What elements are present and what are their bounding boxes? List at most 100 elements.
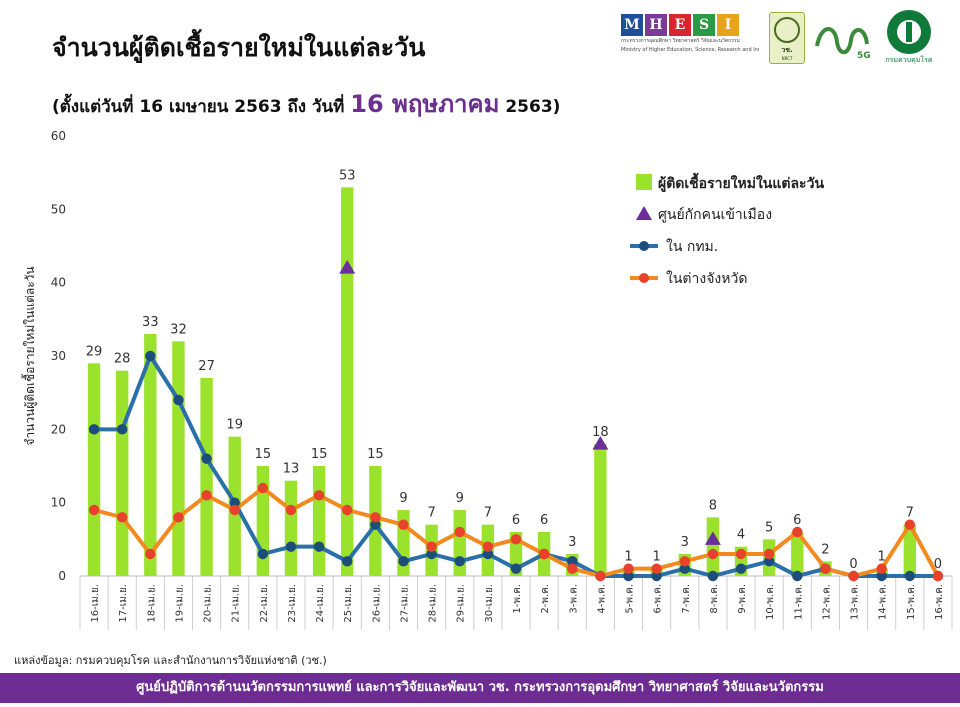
nrct-logo: วช. NRCT — [769, 12, 805, 64]
bar — [594, 444, 607, 576]
bar-data-label: 3 — [568, 535, 576, 550]
mhesi-ministry-thai: กระทรวงการอุดมศึกษา วิทยาศาสตร์ วิจัยและ… — [621, 38, 740, 44]
mhesi-letter: M — [621, 14, 643, 36]
bar-data-label: 4 — [737, 528, 745, 543]
x-tick-label: 16-เม.ย. — [90, 584, 101, 623]
line-point — [651, 570, 662, 582]
mhesi-ministry-english: Ministry of Higher Education, Science, R… — [621, 47, 759, 53]
x-tick-label: 8-พ.ค. — [709, 584, 720, 614]
page-subtitle: (ตั้งแต่วันที่ 16 เมษายน 2563 ถึง วันที่… — [52, 84, 560, 123]
x-tick-label: 21-เม.ย. — [231, 584, 242, 623]
x-tick-label: 6-พ.ค. — [653, 584, 664, 614]
y-tick-label: 10 — [51, 496, 66, 510]
y-tick-label: 20 — [51, 422, 66, 436]
dcd-emblem-icon — [887, 10, 931, 54]
line-point — [482, 541, 494, 552]
line-point — [623, 570, 634, 582]
line-point — [538, 548, 550, 560]
line-point — [426, 548, 437, 560]
line-point — [426, 541, 437, 552]
x-tick-label: 22-เม.ย. — [259, 584, 270, 623]
bar-data-label: 6 — [512, 513, 520, 528]
bar — [256, 466, 270, 576]
legend-swatch-line-point — [639, 273, 649, 283]
line-point — [904, 519, 916, 530]
x-tick-label: 14-พ.ค. — [878, 584, 889, 620]
bar-data-label: 6 — [540, 513, 548, 528]
nrct-emblem-icon — [774, 17, 800, 43]
line-point — [257, 482, 269, 494]
x-tick-label: 1-พ.ค. — [512, 584, 523, 614]
bar-data-label: 0 — [934, 557, 942, 572]
bar-data-label: 6 — [793, 513, 801, 528]
legend-label-line: ใน กทม. — [666, 238, 718, 255]
line-point — [792, 526, 803, 538]
bar-data-label: 9 — [456, 491, 464, 506]
bar-data-label: 1 — [653, 550, 661, 565]
bar-data-label: 19 — [226, 418, 243, 433]
mhesi-letter: H — [645, 14, 667, 36]
bar-data-label: 15 — [311, 447, 328, 462]
line-point — [313, 541, 325, 552]
footer-banner: ศูนย์ปฏิบัติการด้านนวัตกรรมการแพทย์ และก… — [0, 673, 960, 703]
bar — [903, 524, 916, 576]
y-tick-label: 30 — [51, 349, 66, 363]
line-point — [792, 570, 803, 582]
line-point — [679, 563, 690, 574]
bar-data-label: 1 — [878, 550, 886, 565]
line-point — [116, 512, 128, 523]
bar-data-label: 53 — [339, 168, 356, 183]
bar-data-label: 29 — [86, 344, 103, 359]
x-tick-label: 7-พ.ค. — [681, 584, 692, 614]
line-point — [145, 548, 156, 560]
line-point — [173, 512, 184, 523]
bar-data-label: 15 — [255, 447, 272, 462]
line-point — [285, 504, 297, 516]
bar-data-label: 8 — [709, 498, 717, 513]
x-tick-label: 27-เม.ย. — [399, 584, 410, 623]
line-point — [88, 504, 100, 516]
immigration-detention-marker — [592, 436, 609, 450]
line-point — [876, 563, 887, 574]
immigration-detention-marker — [339, 260, 356, 274]
y-tick-label: 0 — [58, 569, 66, 583]
line-point — [595, 570, 606, 582]
x-tick-label: 30-เม.ย. — [484, 584, 495, 623]
line-point — [398, 556, 409, 567]
line-point — [398, 519, 409, 530]
line-point — [454, 556, 465, 567]
legend-label-marker: ศูนย์กักคนเข้าเมือง — [658, 206, 772, 223]
legend-label-line: ในต่างจังหวัด — [666, 270, 747, 287]
x-tick-label: 29-เม.ย. — [456, 584, 467, 623]
y-axis-label: จำนวนผู้ติดเชื้อรายใหม่ในแต่ละวัน — [21, 266, 38, 445]
x-tick-label: 9-พ.ค. — [737, 584, 748, 614]
x-tick-label: 19-เม.ย. — [174, 584, 185, 623]
line-point — [679, 556, 690, 567]
subtitle-prefix: (ตั้งแต่วันที่ 16 เมษายน 2563 ถึง วันที่ — [52, 97, 345, 117]
y-tick-label: 50 — [51, 202, 66, 216]
x-tick-label: 2-พ.ค. — [540, 584, 551, 614]
mhesi-letter: E — [669, 14, 691, 36]
line-point — [342, 504, 353, 516]
line-point — [567, 556, 578, 567]
bar-data-label: 32 — [170, 322, 187, 337]
line-point — [707, 570, 719, 582]
legend-swatch-marker — [636, 206, 652, 220]
line-point — [735, 548, 747, 560]
x-tick-label: 11-พ.ค. — [793, 584, 804, 620]
line-point — [763, 548, 775, 560]
x-tick-label: 4-พ.ค. — [596, 584, 607, 614]
x-tick-label: 13-พ.ค. — [850, 584, 861, 620]
bar-data-label: 2 — [821, 542, 829, 557]
dcd-logo: กรมควบคุมโรค — [883, 10, 935, 66]
line-point — [342, 556, 353, 567]
x-tick-label: 23-เม.ย. — [287, 584, 298, 623]
line-point — [313, 490, 325, 501]
line-point — [229, 504, 240, 516]
legend-swatch-bar — [636, 174, 652, 190]
line-point — [735, 563, 747, 574]
x-tick-label: 3-พ.ค. — [568, 584, 579, 614]
